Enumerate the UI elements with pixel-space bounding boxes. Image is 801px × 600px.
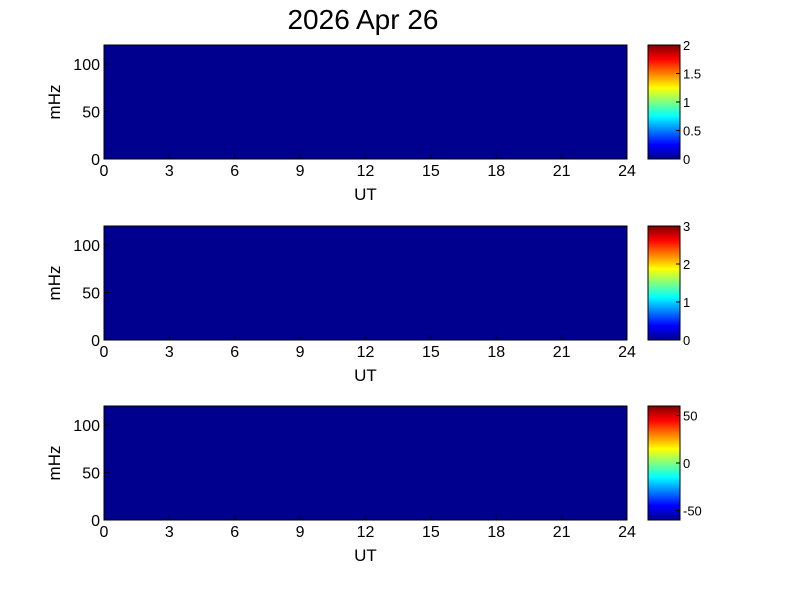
x-tick-label: 3 bbox=[165, 163, 174, 180]
x-tick-label: 21 bbox=[553, 524, 571, 541]
colorbar-tick-label: 0 bbox=[683, 152, 690, 167]
colorbar-tick-label: 1 bbox=[683, 295, 690, 310]
x-tick-label: 6 bbox=[230, 524, 239, 541]
x-tick-label: 24 bbox=[618, 344, 636, 361]
colorbar-tick-label: 2 bbox=[683, 38, 690, 53]
x-tick-label: 18 bbox=[487, 344, 505, 361]
y-tick-label: 0 bbox=[91, 333, 100, 350]
colorbar-tick-label: 1 bbox=[683, 95, 690, 110]
y-tick-label: 0 bbox=[91, 513, 100, 530]
spectrogram-panel-1: 0 3 6 9 12 15 18 21 24 0 50 100 UT mHz 0 0.5 1 1.5 2 bbox=[45, 38, 701, 204]
heatmap-cells bbox=[104, 406, 627, 520]
y-axis-label: mHz bbox=[45, 85, 64, 120]
colorbar-tick-label: 1.5 bbox=[683, 67, 701, 82]
colorbar: 0 0.5 1 1.5 2 bbox=[647, 38, 701, 167]
x-tick-label: 3 bbox=[165, 344, 174, 361]
x-tick-label: 9 bbox=[296, 524, 305, 541]
colorbar-tick-label: 0.5 bbox=[683, 124, 701, 139]
colorbar: -50 0 50 bbox=[647, 405, 702, 521]
colorbar-tick-label: 0 bbox=[683, 333, 690, 348]
x-axis-label: UT bbox=[354, 546, 377, 565]
x-tick-label: 12 bbox=[357, 344, 375, 361]
figure-title: 2026 Apr 26 bbox=[287, 4, 438, 35]
x-tick-label: 3 bbox=[165, 524, 174, 541]
y-tick-label: 100 bbox=[73, 238, 100, 255]
x-tick-label: 18 bbox=[487, 163, 505, 180]
y-tick-label: 50 bbox=[82, 286, 100, 303]
colorbar-tick-label: 3 bbox=[683, 219, 690, 234]
colorbar-tick-label: 0 bbox=[683, 456, 690, 471]
y-tick-label: 0 bbox=[91, 152, 100, 169]
colorbar: 0 1 2 3 bbox=[647, 219, 690, 348]
y-axis-label: mHz bbox=[45, 266, 64, 301]
colorbar-gradient bbox=[647, 225, 681, 341]
y-axis-label: mHz bbox=[45, 446, 64, 481]
x-axis-label: UT bbox=[354, 185, 377, 204]
x-tick-label: 24 bbox=[618, 163, 636, 180]
x-tick-label: 0 bbox=[100, 163, 109, 180]
y-tick-label: 100 bbox=[73, 57, 100, 74]
colorbar-gradient bbox=[647, 44, 681, 160]
x-axis-label: UT bbox=[354, 366, 377, 385]
spectrogram-panel-3: 0 3 6 9 12 15 18 21 24 0 50 100 UT mHz -50 0 50 bbox=[45, 405, 702, 565]
x-tick-label: 12 bbox=[357, 163, 375, 180]
y-tick-label: 50 bbox=[82, 466, 100, 483]
heatmap-cells bbox=[104, 226, 627, 340]
x-tick-label: 0 bbox=[100, 344, 109, 361]
x-tick-label: 21 bbox=[553, 344, 571, 361]
x-tick-label: 15 bbox=[422, 524, 440, 541]
x-tick-label: 12 bbox=[357, 524, 375, 541]
y-tick-label: 100 bbox=[73, 418, 100, 435]
x-tick-label: 21 bbox=[553, 163, 571, 180]
colorbar-gradient bbox=[647, 405, 681, 521]
colorbar-tick-label: 2 bbox=[683, 257, 690, 272]
colorbar-tick-label: 50 bbox=[683, 409, 697, 424]
y-tick-label: 50 bbox=[82, 105, 100, 122]
x-tick-label: 0 bbox=[100, 524, 109, 541]
x-tick-label: 9 bbox=[296, 344, 305, 361]
x-tick-label: 24 bbox=[618, 524, 636, 541]
colorbar-tick-label: -50 bbox=[683, 504, 702, 519]
x-tick-label: 9 bbox=[296, 163, 305, 180]
x-tick-label: 6 bbox=[230, 344, 239, 361]
x-tick-label: 15 bbox=[422, 163, 440, 180]
x-tick-label: 15 bbox=[422, 344, 440, 361]
x-tick-label: 6 bbox=[230, 163, 239, 180]
heatmap-cells bbox=[104, 45, 627, 159]
x-tick-label: 18 bbox=[487, 524, 505, 541]
